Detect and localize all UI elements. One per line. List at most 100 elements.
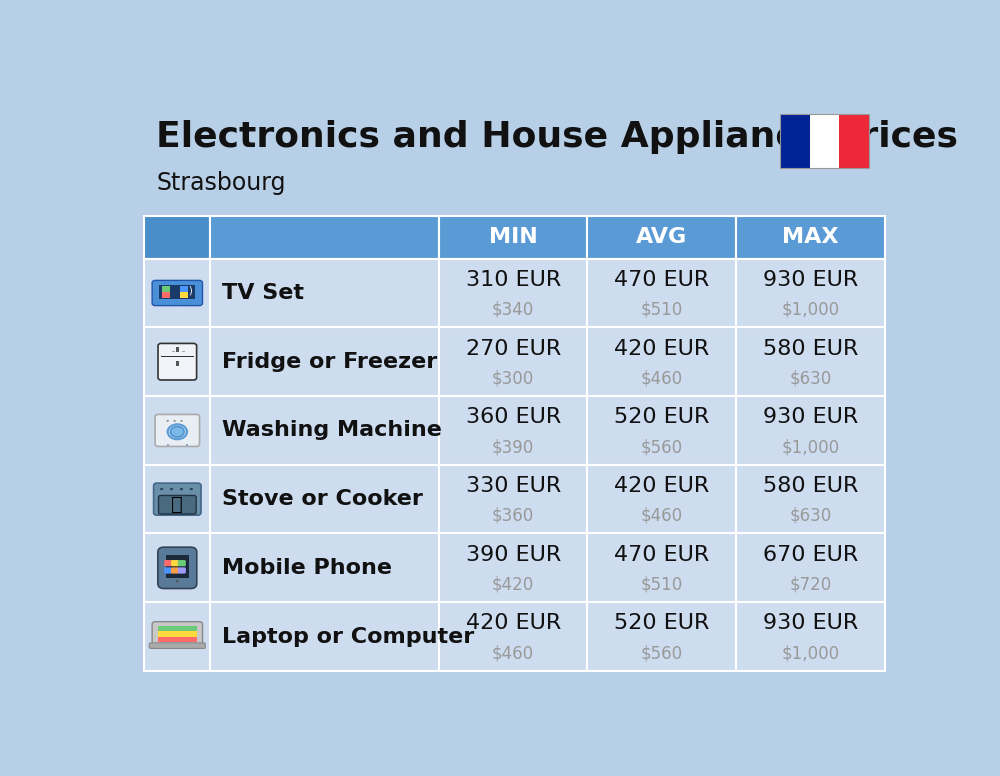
Circle shape xyxy=(175,580,179,583)
Bar xyxy=(780,114,869,168)
Bar xyxy=(186,444,188,446)
Bar xyxy=(780,114,810,168)
Bar xyxy=(144,396,210,465)
Bar xyxy=(144,465,210,533)
FancyBboxPatch shape xyxy=(164,567,172,573)
Text: Strasbourg: Strasbourg xyxy=(156,171,286,195)
Text: $510: $510 xyxy=(641,301,683,319)
Bar xyxy=(439,396,587,465)
Bar xyxy=(210,602,439,671)
Bar xyxy=(162,286,170,292)
FancyBboxPatch shape xyxy=(158,495,196,514)
Bar xyxy=(736,216,885,258)
Bar xyxy=(210,465,439,533)
Bar xyxy=(439,465,587,533)
FancyBboxPatch shape xyxy=(171,567,179,573)
Bar xyxy=(180,292,188,298)
Bar xyxy=(439,216,587,258)
Text: 930 EUR: 930 EUR xyxy=(763,407,858,428)
Circle shape xyxy=(173,420,176,422)
Text: $1,000: $1,000 xyxy=(781,438,839,456)
Text: Fridge or Freezer: Fridge or Freezer xyxy=(222,352,437,372)
FancyBboxPatch shape xyxy=(158,344,197,380)
Bar xyxy=(736,327,885,396)
Bar xyxy=(587,396,736,465)
Bar xyxy=(158,625,197,632)
Text: 270 EUR: 270 EUR xyxy=(466,338,561,359)
Bar xyxy=(210,396,439,465)
Text: 360 EUR: 360 EUR xyxy=(466,407,561,428)
Text: Stove or Cooker: Stove or Cooker xyxy=(222,489,423,509)
Text: $420: $420 xyxy=(492,576,534,594)
Bar xyxy=(182,351,185,352)
FancyBboxPatch shape xyxy=(152,280,202,306)
Bar xyxy=(171,306,184,307)
FancyBboxPatch shape xyxy=(171,560,179,566)
Text: 330 EUR: 330 EUR xyxy=(466,476,561,496)
Text: $340: $340 xyxy=(492,301,534,319)
Bar xyxy=(144,602,210,671)
Bar xyxy=(144,327,210,396)
FancyBboxPatch shape xyxy=(164,560,172,566)
Text: Mobile Phone: Mobile Phone xyxy=(222,558,392,578)
Bar xyxy=(210,216,439,258)
Bar xyxy=(587,465,736,533)
Bar xyxy=(587,602,736,671)
Bar xyxy=(210,533,439,602)
Bar xyxy=(176,348,179,352)
Bar xyxy=(439,602,587,671)
Text: $560: $560 xyxy=(641,644,683,662)
Text: 580 EUR: 580 EUR xyxy=(763,476,858,496)
Text: $1,000: $1,000 xyxy=(781,644,839,662)
Text: $460: $460 xyxy=(641,369,683,387)
Bar xyxy=(587,258,736,327)
Bar xyxy=(587,216,736,258)
Bar xyxy=(144,533,210,602)
Text: 580 EUR: 580 EUR xyxy=(763,338,858,359)
Text: 420 EUR: 420 EUR xyxy=(614,338,709,359)
Text: 930 EUR: 930 EUR xyxy=(763,270,858,290)
Text: $630: $630 xyxy=(789,507,831,525)
Text: $360: $360 xyxy=(492,507,534,525)
Text: 520 EUR: 520 EUR xyxy=(614,407,709,428)
Text: 420 EUR: 420 EUR xyxy=(466,613,561,633)
Text: Electronics and House Appliance Prices: Electronics and House Appliance Prices xyxy=(156,120,958,154)
Circle shape xyxy=(180,488,183,490)
FancyBboxPatch shape xyxy=(149,643,205,649)
Circle shape xyxy=(190,488,193,490)
Text: AVG: AVG xyxy=(636,227,687,247)
Bar xyxy=(736,602,885,671)
FancyBboxPatch shape xyxy=(152,622,202,647)
Bar xyxy=(210,258,439,327)
Bar xyxy=(736,533,885,602)
Bar xyxy=(162,292,170,298)
Bar xyxy=(176,362,179,365)
FancyBboxPatch shape xyxy=(178,567,186,573)
Text: 390 EUR: 390 EUR xyxy=(466,545,561,565)
Circle shape xyxy=(170,488,173,490)
Bar xyxy=(144,216,210,258)
Bar xyxy=(439,533,587,602)
Text: 470 EUR: 470 EUR xyxy=(614,270,709,290)
FancyBboxPatch shape xyxy=(158,547,197,588)
Circle shape xyxy=(168,424,187,439)
Text: 520 EUR: 520 EUR xyxy=(614,613,709,633)
Bar xyxy=(810,114,839,168)
Text: $460: $460 xyxy=(641,507,683,525)
Text: $1,000: $1,000 xyxy=(781,301,839,319)
Text: $560: $560 xyxy=(641,438,683,456)
Bar xyxy=(166,555,189,578)
Circle shape xyxy=(171,427,184,437)
Bar xyxy=(167,444,169,446)
Text: $630: $630 xyxy=(789,369,831,387)
Bar xyxy=(587,533,736,602)
Bar xyxy=(172,351,175,352)
Circle shape xyxy=(167,420,169,422)
Text: 930 EUR: 930 EUR xyxy=(763,613,858,633)
Bar xyxy=(180,286,188,292)
Text: TV Set: TV Set xyxy=(222,283,304,303)
Bar xyxy=(587,327,736,396)
FancyBboxPatch shape xyxy=(154,483,201,515)
Bar xyxy=(158,637,197,643)
Circle shape xyxy=(180,420,183,422)
